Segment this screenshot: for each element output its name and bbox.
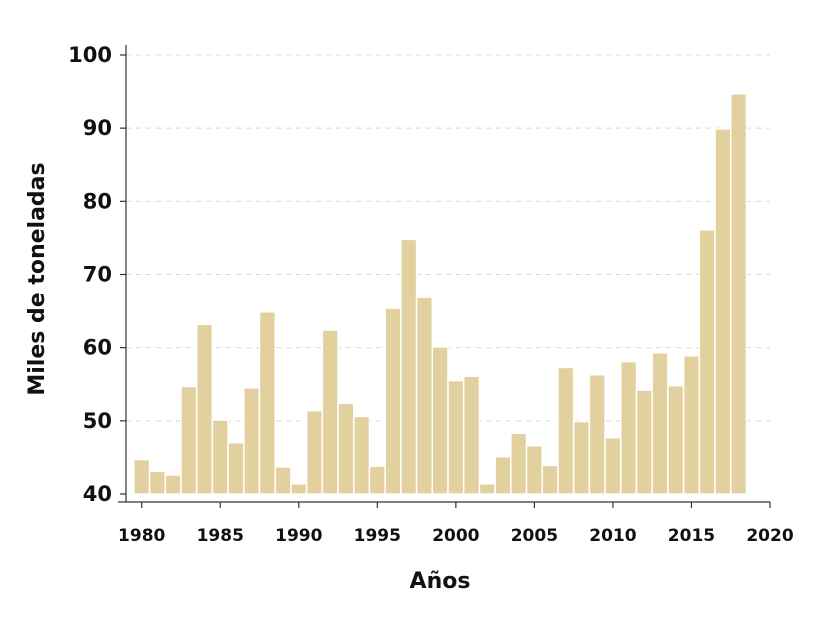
bar-1991 [305, 409, 324, 495]
x-tick-labels: 1980 1985 1990 1995 2000 2005 2010 2015 2020 [118, 502, 794, 546]
x-tick-label: 1985 [197, 526, 244, 546]
bar-2013 [651, 352, 669, 495]
bar-2005 [525, 444, 543, 495]
bar-1980 [133, 458, 151, 495]
bar-2001 [462, 375, 481, 495]
bar-2003 [494, 455, 512, 495]
x-tick-label: 1995 [354, 526, 401, 546]
bar-1993 [337, 402, 355, 495]
x-tick-label: 2015 [668, 526, 715, 546]
bar-1999 [431, 346, 449, 495]
bar-1994 [353, 415, 371, 495]
bar-1996 [384, 307, 402, 495]
bar-1998 [415, 296, 434, 495]
bar-1997 [400, 238, 418, 495]
bar-2014 [667, 384, 685, 495]
bar-2012 [635, 389, 653, 495]
bar-2000 [447, 379, 465, 495]
bar-1985 [211, 419, 229, 495]
bar-1983 [180, 385, 198, 495]
bar-2015 [682, 354, 701, 495]
bar-1992 [321, 329, 339, 495]
bar-1984 [195, 323, 214, 495]
bar-2004 [510, 432, 528, 495]
bar-1995 [368, 465, 386, 495]
bar-2016 [698, 229, 716, 495]
bar-1990 [290, 483, 308, 495]
y-tick-label: 50 [83, 409, 112, 433]
y-tick-label: 60 [83, 336, 112, 360]
bar-1987 [243, 387, 261, 495]
bar-2011 [620, 360, 638, 495]
y-axis-title: Miles de toneladas [25, 162, 50, 395]
bar-2018 [729, 93, 748, 495]
x-tick-label: 1990 [275, 526, 322, 546]
bars [133, 93, 748, 495]
x-tick-label: 1980 [118, 526, 165, 546]
bar-2007 [557, 366, 575, 495]
y-tick-label: 90 [83, 116, 112, 140]
y-tick-labels: 40 50 60 70 80 90 100 [68, 43, 126, 506]
x-tick-label: 2000 [432, 526, 479, 546]
x-tick-label: 2005 [511, 526, 558, 546]
y-tick-label: 80 [83, 189, 112, 213]
bar-1989 [274, 466, 292, 495]
bar-2008 [572, 420, 591, 495]
x-tick-label: 2010 [589, 526, 636, 546]
x-tick-label: 2020 [746, 526, 793, 546]
bar-2010 [604, 436, 622, 495]
y-tick-label: 70 [83, 263, 112, 287]
bar-2006 [541, 464, 559, 495]
axes [118, 45, 770, 503]
x-axis-title: Años [410, 569, 471, 594]
bar-2002 [478, 483, 496, 495]
bar-2009 [588, 373, 606, 495]
bar-1981 [148, 470, 167, 495]
bar-2017 [714, 128, 732, 495]
bar-1982 [164, 474, 182, 495]
y-tick-label: 40 [83, 482, 112, 506]
y-tick-label: 100 [68, 43, 112, 67]
bar-1986 [227, 442, 245, 495]
bar-1988 [258, 311, 276, 495]
